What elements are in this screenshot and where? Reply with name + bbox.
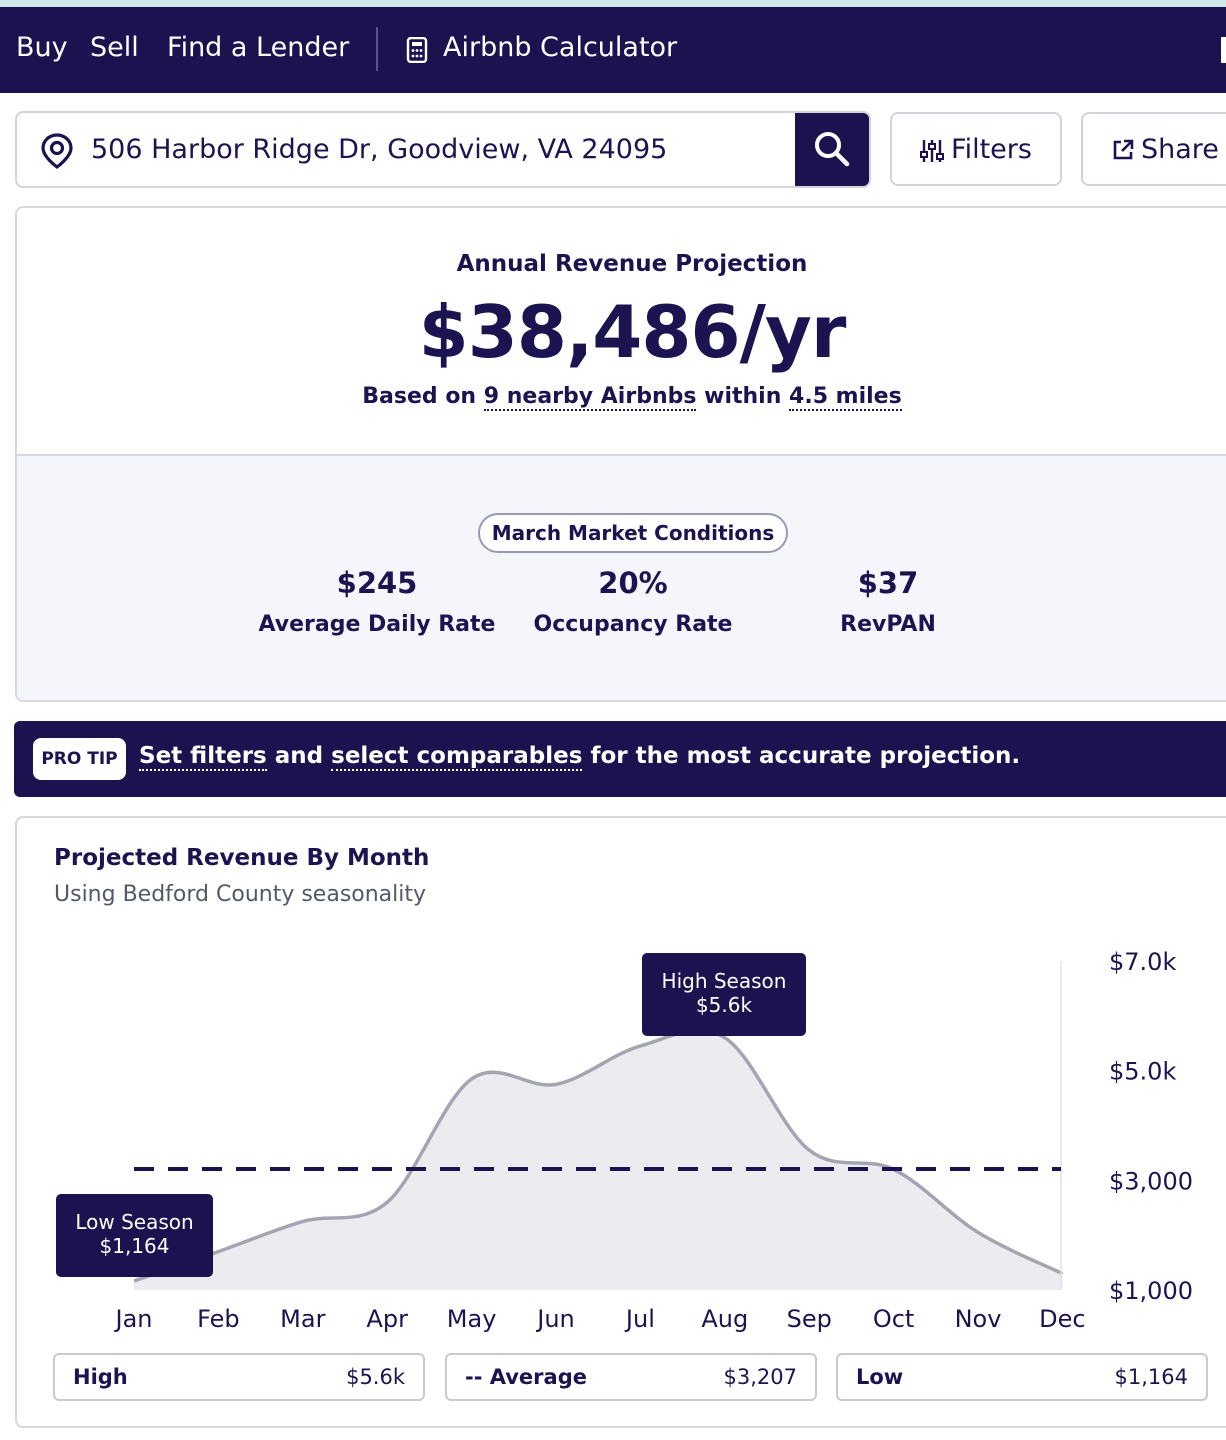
x-tick-label: Jun <box>535 1305 575 1333</box>
calculator-icon <box>406 37 428 63</box>
x-tick-label: Dec <box>1039 1305 1085 1333</box>
projection-title: Annual Revenue Projection <box>456 251 808 277</box>
revenue-area-fill <box>134 1030 1063 1290</box>
projection-value: $38,486/yr <box>418 290 847 374</box>
nav-sell[interactable]: Sell <box>90 32 139 63</box>
legend-average-value: $3,207 <box>723 1365 797 1389</box>
nearby-airbnbs-link[interactable]: 9 nearby Airbnbs <box>483 384 697 411</box>
x-tick-label: May <box>447 1305 497 1333</box>
revpan-value: $37 <box>857 566 919 600</box>
revpan-label: RevPAN <box>840 612 936 637</box>
address-input[interactable] <box>91 113 791 186</box>
search-icon <box>815 132 850 167</box>
y-tick-label: $7.0k <box>1109 948 1176 976</box>
x-tick-label: Sep <box>787 1305 832 1333</box>
nav-airbnb-calculator[interactable]: Airbnb Calculator <box>443 32 678 63</box>
browser-top-strip <box>0 0 1226 7</box>
market-conditions-panel <box>17 454 1226 700</box>
adr-label: Average Daily Rate <box>258 612 496 637</box>
legend-high-value: $5.6k <box>346 1365 405 1389</box>
market-conditions-pill: March Market Conditions <box>478 513 788 553</box>
pro-tip-banner: PRO TIP Set filters and select comparabl… <box>14 721 1226 797</box>
y-tick-label: $5.0k <box>1109 1058 1176 1086</box>
pro-tip-and: and <box>274 743 324 769</box>
nav-buy[interactable]: Buy <box>16 32 68 63</box>
legend-low-name: Low <box>856 1365 904 1389</box>
x-tick-label: Aug <box>701 1305 748 1333</box>
set-filters-link[interactable]: Set filters <box>139 743 267 771</box>
basis-within: within <box>704 384 782 409</box>
projection-basis: Based on 9 nearby Airbnbs within 4.5 mil… <box>17 384 1226 411</box>
nav-find-a-lender[interactable]: Find a Lender <box>167 32 350 63</box>
low-season-tooltip-text: $1,164 <box>100 1234 170 1258</box>
x-tick-label: Mar <box>280 1305 325 1333</box>
revenue-line <box>133 1028 1064 1283</box>
chart-subtitle: Using Bedford County seasonality <box>54 882 427 907</box>
occupancy-value: 20% <box>598 566 668 600</box>
nav-divider <box>376 27 378 71</box>
high-season-tooltip-text: High Season <box>662 969 787 993</box>
top-navbar: Buy Sell Find a Lender Airbnb Calculator <box>0 7 1226 93</box>
filters-label: Filters <box>951 134 1032 165</box>
search-button[interactable] <box>795 113 869 186</box>
share-button[interactable]: Share <box>1081 112 1226 186</box>
adr-value: $245 <box>336 566 418 600</box>
select-comparables-link[interactable]: select comparables <box>331 743 583 771</box>
share-label: Share <box>1141 134 1219 165</box>
legend-high-name: High <box>73 1365 128 1389</box>
radius-link[interactable]: 4.5 miles <box>789 384 902 411</box>
legend-high: High $5.6k <box>53 1353 425 1401</box>
legend-average: -- Average $3,207 <box>445 1353 817 1401</box>
revenue-projection-card: Annual Revenue Projection $38,486/yr Bas… <box>15 206 1226 702</box>
nav-overflow-item[interactable] <box>1221 37 1226 63</box>
legend-average-name: -- Average <box>465 1365 587 1389</box>
pro-tip-text: Set filters and select comparables for t… <box>139 743 1021 771</box>
y-tick-label: $1,000 <box>1109 1277 1193 1305</box>
sliders-icon <box>920 140 944 162</box>
pro-tip-rest: for the most accurate projection. <box>590 743 1021 769</box>
x-tick-label: Jan <box>114 1305 153 1333</box>
x-tick-label: Nov <box>955 1305 1002 1333</box>
high-season-tooltip-box <box>642 953 806 1036</box>
y-tick-label: $3,000 <box>1109 1167 1193 1195</box>
low-season-tooltip-box <box>56 1194 213 1277</box>
filters-button[interactable]: Filters <box>890 112 1062 186</box>
occupancy-label: Occupancy Rate <box>533 612 733 637</box>
basis-prefix: Based on <box>362 384 477 409</box>
high-season-tooltip-text: $5.6k <box>696 993 753 1017</box>
x-tick-label: Jul <box>624 1305 655 1333</box>
low-season-tooltip-text: Low Season <box>75 1210 193 1234</box>
x-tick-label: Apr <box>366 1305 408 1333</box>
address-search-bar <box>15 111 871 188</box>
chart-title: Projected Revenue By Month <box>54 845 430 871</box>
external-link-icon <box>1113 139 1134 160</box>
legend-low-value: $1,164 <box>1114 1365 1188 1389</box>
pro-tip-badge: PRO TIP <box>33 738 126 780</box>
legend-low: Low $1,164 <box>836 1353 1208 1401</box>
x-tick-label: Feb <box>197 1305 240 1333</box>
x-tick-label: Oct <box>873 1305 915 1333</box>
location-pin-icon <box>41 133 73 169</box>
